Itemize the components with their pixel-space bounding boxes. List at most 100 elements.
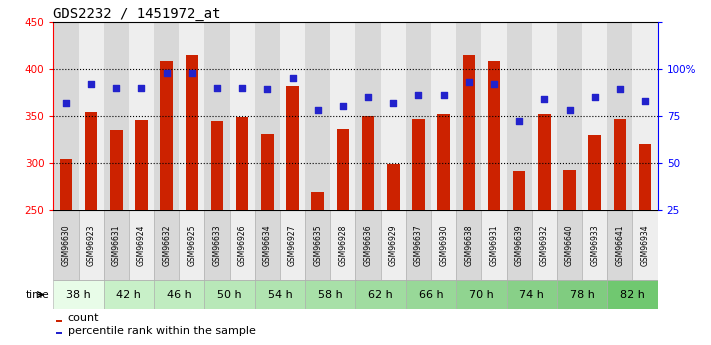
Text: 82 h: 82 h — [620, 290, 645, 299]
Bar — [557, 280, 607, 309]
Bar — [179, 22, 205, 210]
Bar — [431, 210, 456, 280]
Bar — [104, 22, 129, 210]
Bar — [305, 280, 356, 309]
Text: GDS2232 / 1451972_at: GDS2232 / 1451972_at — [53, 7, 221, 21]
Bar — [205, 280, 255, 309]
Text: GSM96929: GSM96929 — [389, 224, 397, 266]
Text: GSM96928: GSM96928 — [338, 225, 348, 266]
Text: GSM96932: GSM96932 — [540, 224, 549, 266]
Bar — [582, 210, 607, 280]
Point — [211, 85, 223, 90]
Point — [463, 79, 474, 85]
Text: GSM96923: GSM96923 — [87, 224, 95, 266]
Bar — [236, 117, 248, 210]
Text: GSM96639: GSM96639 — [515, 224, 524, 266]
Bar — [205, 210, 230, 280]
Point — [161, 70, 172, 75]
Bar — [463, 55, 475, 210]
Point — [564, 107, 575, 113]
Text: 66 h: 66 h — [419, 290, 444, 299]
Text: 62 h: 62 h — [368, 290, 393, 299]
Bar — [638, 144, 651, 210]
Point — [639, 98, 651, 104]
Bar — [129, 210, 154, 280]
Text: 70 h: 70 h — [469, 290, 493, 299]
Bar — [513, 171, 525, 210]
Bar — [230, 22, 255, 210]
Bar — [261, 134, 274, 210]
Bar — [356, 210, 380, 280]
Text: GSM96636: GSM96636 — [363, 224, 373, 266]
Bar — [255, 22, 280, 210]
Text: GSM96630: GSM96630 — [61, 224, 70, 266]
Bar — [179, 210, 205, 280]
Bar — [104, 280, 154, 309]
Point — [589, 94, 600, 100]
Bar — [53, 210, 78, 280]
Text: GSM96927: GSM96927 — [288, 224, 297, 266]
Point — [136, 85, 147, 90]
Bar — [506, 22, 532, 210]
Point — [186, 70, 198, 75]
Point — [237, 85, 248, 90]
Text: GSM96633: GSM96633 — [213, 224, 222, 266]
Point — [312, 107, 324, 113]
Bar — [161, 61, 173, 210]
Bar — [380, 22, 406, 210]
Bar — [255, 280, 305, 309]
Bar — [53, 22, 78, 210]
Bar — [456, 22, 481, 210]
Bar — [305, 22, 331, 210]
Bar — [230, 210, 255, 280]
Bar — [56, 320, 62, 322]
Text: 38 h: 38 h — [66, 290, 91, 299]
Text: 78 h: 78 h — [570, 290, 594, 299]
Bar — [331, 22, 356, 210]
Bar — [85, 112, 97, 210]
Bar — [362, 116, 375, 210]
Text: 74 h: 74 h — [519, 290, 544, 299]
Text: 50 h: 50 h — [218, 290, 242, 299]
Bar — [356, 280, 406, 309]
Point — [438, 92, 449, 98]
Bar — [336, 129, 349, 210]
Text: GSM96640: GSM96640 — [565, 224, 574, 266]
Point — [614, 87, 626, 92]
Bar — [387, 164, 400, 210]
Point — [60, 100, 72, 105]
Bar — [582, 22, 607, 210]
Text: GSM96926: GSM96926 — [237, 224, 247, 266]
Bar — [280, 210, 305, 280]
Bar — [538, 114, 550, 210]
Bar — [305, 210, 331, 280]
Text: GSM96924: GSM96924 — [137, 224, 146, 266]
Text: GSM96634: GSM96634 — [263, 224, 272, 266]
Text: GSM96933: GSM96933 — [590, 224, 599, 266]
Bar — [488, 61, 501, 210]
Text: percentile rank within the sample: percentile rank within the sample — [68, 326, 255, 336]
Bar — [557, 22, 582, 210]
Point — [488, 81, 500, 87]
Bar — [110, 130, 122, 210]
Bar — [607, 210, 633, 280]
Text: GSM96632: GSM96632 — [162, 224, 171, 266]
Bar — [406, 210, 431, 280]
Bar — [506, 210, 532, 280]
Bar — [210, 121, 223, 210]
Bar — [331, 210, 356, 280]
Bar — [633, 22, 658, 210]
Text: GSM96638: GSM96638 — [464, 224, 474, 266]
Point — [337, 104, 348, 109]
Bar — [56, 333, 62, 334]
Point — [513, 119, 525, 124]
Bar — [532, 22, 557, 210]
Bar — [154, 280, 205, 309]
Bar — [607, 22, 633, 210]
Bar — [406, 280, 456, 309]
Bar — [154, 210, 179, 280]
Text: GSM96925: GSM96925 — [187, 224, 196, 266]
Bar — [311, 192, 324, 210]
Bar — [287, 86, 299, 210]
Bar — [280, 22, 305, 210]
